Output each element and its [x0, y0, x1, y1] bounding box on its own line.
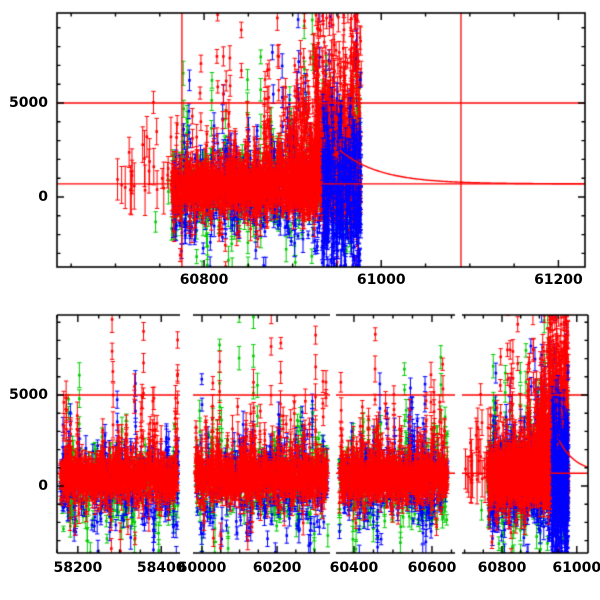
bottom-x-tick-60200: 60200: [252, 560, 302, 576]
top-x-tick-60800: 60800: [179, 272, 229, 288]
top-y-tick-5000: 5000: [9, 94, 48, 111]
bottom-y-tick-5000: 5000: [9, 387, 48, 403]
bottom-x-tick-58400: 58400: [136, 560, 186, 576]
bottom-x-tick-60800: 60800: [477, 560, 527, 576]
top-y-tick-0: 0: [38, 189, 48, 205]
top-x-tick-61000: 61000: [356, 272, 406, 288]
bottom-x-tick-60000: 60000: [177, 560, 227, 576]
bottom-x-tick-60600: 60600: [407, 560, 457, 576]
bottom-x-tick-61000: 61000: [552, 560, 600, 576]
bottom-y-tick-0: 0: [38, 478, 48, 494]
bottom-x-tick-58200: 58200: [53, 560, 103, 576]
top-x-tick-61200: 61200: [534, 272, 583, 288]
bottom-x-tick-60400: 60400: [329, 560, 379, 576]
